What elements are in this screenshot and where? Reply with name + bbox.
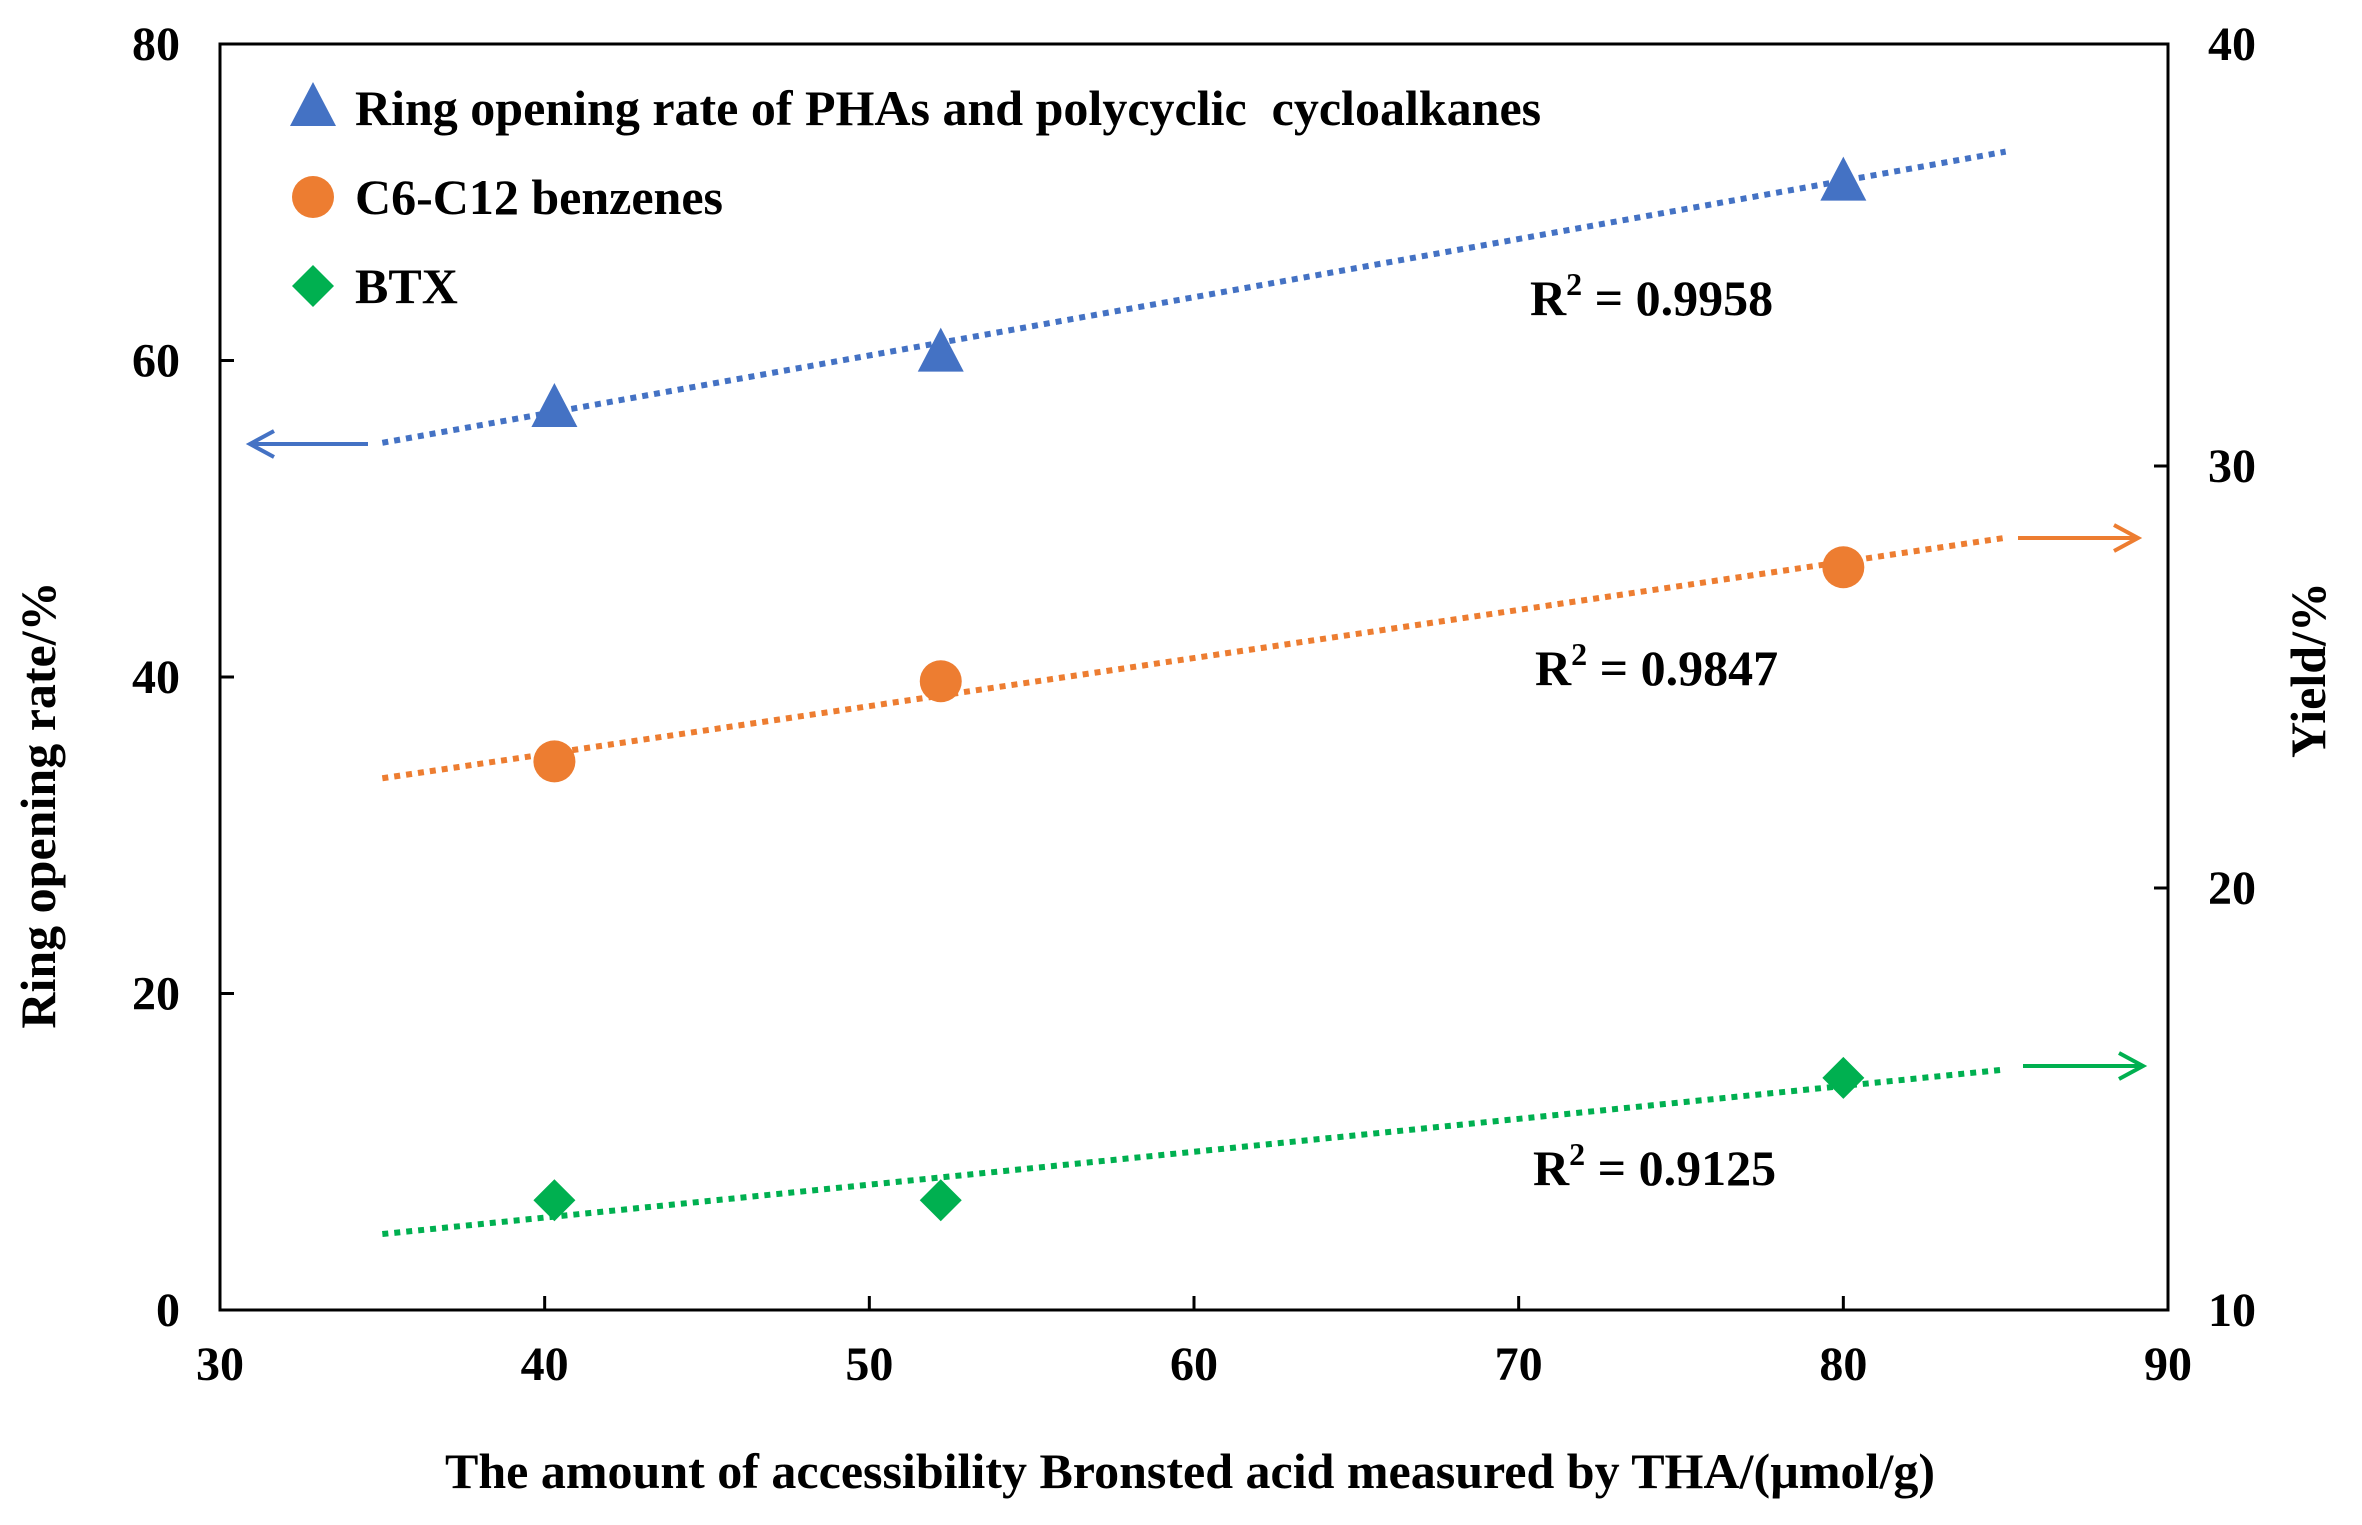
plot-border <box>218 42 2170 1312</box>
data-point-triangle <box>1820 156 1867 201</box>
left-y-tick-label: 60 <box>132 335 180 388</box>
x-tick-label: 40 <box>521 1338 569 1391</box>
legend-label-btx: BTX <box>355 258 458 314</box>
right-y-axis-title: Yield/% <box>2280 582 2336 758</box>
legend-entry-ring-opening: Ring opening rate of PHAs and polycyclic… <box>290 80 1541 136</box>
x-tick-label: 60 <box>1170 1338 1218 1391</box>
x-tick-label: 80 <box>1819 1338 1867 1391</box>
arrow-to-right-axis <box>2018 523 2143 553</box>
x-tick-label: 90 <box>2144 1338 2192 1391</box>
arrow-head <box>2118 1051 2148 1081</box>
legend-marker-shape <box>292 176 334 218</box>
legend-marker-circle <box>292 176 334 218</box>
r2-label-btx: R2 = 0.9125 <box>1533 1136 1776 1196</box>
left-y-axis-ticks: 0 20 40 60 80 <box>132 18 234 1337</box>
arrow-to-right-axis <box>2023 1051 2148 1081</box>
legend: Ring opening rate of PHAs and polycyclic… <box>290 80 1541 314</box>
left-y-axis-title: Ring opening rate/% <box>10 581 66 1028</box>
legend-label-ring-opening: Ring opening rate of PHAs and polycyclic… <box>355 80 1541 136</box>
arrow-head <box>245 429 275 459</box>
left-y-tick-label: 0 <box>156 1284 180 1337</box>
x-tick-label: 30 <box>196 1338 244 1391</box>
data-point-circle <box>533 740 576 783</box>
legend-label-benzenes: C6-C12 benzenes <box>355 169 723 225</box>
r-squared-labels: R2 = 0.9958 R2 = 0.9847 R2 = 0.9125 <box>1530 266 1778 1196</box>
x-tick-label: 50 <box>845 1338 893 1391</box>
trendline-circle <box>381 534 2007 782</box>
trendline-diamond <box>382 1066 2006 1238</box>
left-y-tick-label: 40 <box>132 651 180 704</box>
left-y-tick-label: 80 <box>132 18 180 71</box>
data-point-circle <box>1822 546 1865 589</box>
data-point-diamond <box>1822 1056 1865 1099</box>
legend-marker-shape <box>292 265 334 307</box>
data-point-diamond <box>919 1179 962 1222</box>
r2-label-benzenes: R2 = 0.9847 <box>1535 636 1778 696</box>
x-axis-ticks: 30 40 50 60 70 80 90 <box>196 1296 2192 1391</box>
legend-marker-shape <box>290 82 336 126</box>
data-point-triangle <box>531 382 578 427</box>
trendlines <box>381 148 2007 1238</box>
legend-entry-btx: BTX <box>292 258 458 314</box>
arrow-head <box>2113 523 2143 553</box>
plot-frame <box>218 42 2170 1312</box>
right-y-tick-label: 10 <box>2208 1284 2256 1337</box>
legend-entry-benzenes: C6-C12 benzenes <box>292 169 723 225</box>
arrow-to-left-axis <box>245 429 368 459</box>
left-y-tick-label: 20 <box>132 968 180 1021</box>
legend-marker-diamond <box>292 265 334 307</box>
right-y-tick-label: 20 <box>2208 862 2256 915</box>
right-y-axis-ticks: 10 20 30 40 <box>2154 18 2256 1337</box>
data-point-diamond <box>533 1179 576 1222</box>
r2-label-ring-opening: R2 = 0.9958 <box>1530 266 1773 326</box>
data-point-circle <box>919 660 962 703</box>
legend-marker-triangle <box>290 82 336 126</box>
right-y-tick-label: 30 <box>2208 440 2256 493</box>
x-tick-label: 70 <box>1495 1338 1543 1391</box>
data-markers <box>531 156 1867 1222</box>
x-axis-title: The amount of accessibility Bronsted aci… <box>445 1443 1935 1499</box>
axis-arrows <box>245 429 2148 1081</box>
data-point-triangle <box>917 327 964 372</box>
right-y-tick-label: 40 <box>2208 18 2256 71</box>
